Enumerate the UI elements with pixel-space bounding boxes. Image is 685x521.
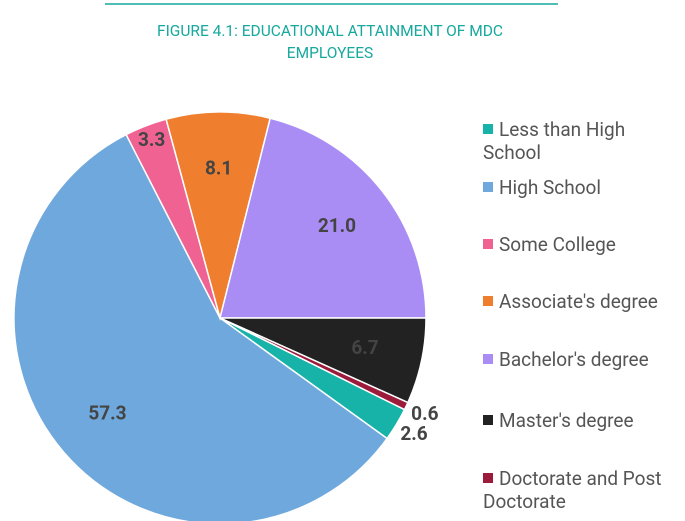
- pie-slice: [219, 117, 427, 319]
- legend-label: Doctorate and Post Doctorate: [483, 467, 662, 513]
- legend-swatch: [483, 473, 493, 483]
- chart-title: FIGURE 4.1: EDUCATIONAL ATTAINMENT OF MD…: [157, 22, 503, 62]
- legend-item: High School: [483, 176, 683, 199]
- data-label: 0.6: [411, 402, 438, 425]
- legend-label: Some College: [499, 233, 616, 256]
- legend-swatch: [483, 415, 493, 425]
- legend-swatch: [483, 182, 493, 192]
- legend-swatch: [483, 124, 493, 134]
- data-label: 21.0: [318, 214, 356, 237]
- legend-item: Master's degree: [483, 409, 683, 432]
- legend-item: Less than High School: [483, 118, 683, 164]
- pie-slice: [165, 111, 272, 321]
- legend-label: Associate's degree: [499, 290, 658, 313]
- legend-swatch: [483, 296, 493, 306]
- legend-item: Doctorate and Post Doctorate: [483, 467, 683, 513]
- pie-slice: [13, 133, 389, 521]
- legend-item: Bachelor's degree: [483, 348, 683, 371]
- legend-item: Associate's degree: [483, 290, 683, 313]
- data-label: 8.1: [205, 157, 232, 180]
- legend-label: Less than High School: [483, 118, 626, 164]
- legend-swatch: [483, 239, 493, 249]
- legend-label: Bachelor's degree: [499, 348, 649, 371]
- data-label: 57.3: [88, 402, 126, 425]
- data-label: 2.6: [400, 422, 427, 445]
- data-label: 6.7: [351, 336, 378, 359]
- legend-item: Some College: [483, 233, 683, 256]
- pie-slice: [219, 317, 409, 411]
- data-label: 3.3: [138, 128, 165, 151]
- legend-label: High School: [499, 176, 602, 199]
- legend-label: Master's degree: [499, 409, 634, 432]
- legend-swatch: [483, 354, 493, 364]
